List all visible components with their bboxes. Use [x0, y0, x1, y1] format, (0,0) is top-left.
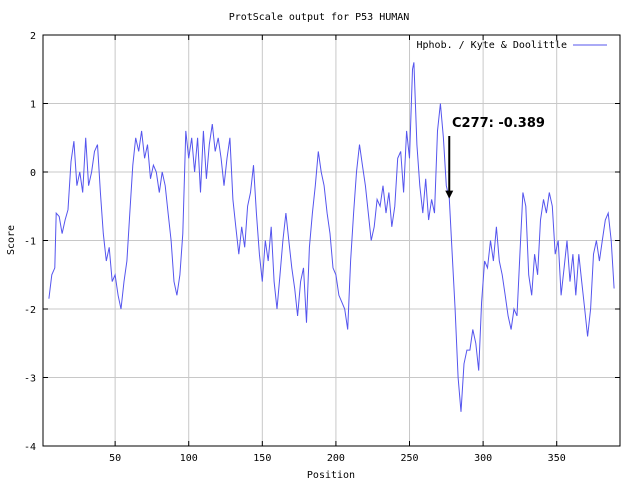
- chart-title: ProtScale output for P53 HUMAN: [229, 12, 410, 23]
- y-tick-label: 1: [30, 100, 36, 111]
- x-tick-label: 350: [548, 453, 566, 464]
- annotation-label: C277: -0.389: [452, 116, 545, 131]
- series-layer: [48, 62, 615, 412]
- x-axis-label: Position: [307, 470, 355, 481]
- y-tick-label: -2: [24, 305, 36, 316]
- legend: Hphob. / Kyte & Doolittle: [416, 40, 607, 51]
- x-tick-label: 150: [253, 453, 271, 464]
- grid-lines: [43, 35, 620, 446]
- y-tick-label: 2: [30, 31, 36, 42]
- legend-label: Hphob. / Kyte & Doolittle: [416, 40, 567, 51]
- series-line: [48, 62, 615, 412]
- y-tick-label: -4: [24, 442, 36, 453]
- axes: 50 100 150 200 250 300 350 -4 -3 -2 -1 0 1 2: [24, 31, 621, 464]
- x-tick-label: 50: [109, 453, 121, 464]
- x-tick-label: 300: [474, 453, 492, 464]
- x-tick-label: 100: [180, 453, 198, 464]
- annotation-layer: C277: -0.389: [445, 116, 545, 199]
- y-axis-label: Score: [6, 225, 17, 255]
- x-tick-label: 200: [327, 453, 345, 464]
- y-tick-label: 0: [30, 168, 36, 179]
- x-tick-label: 250: [400, 453, 418, 464]
- annotation-arrow-head: [445, 190, 454, 199]
- y-tick-label: -1: [24, 237, 36, 248]
- y-tick-label: -3: [24, 374, 36, 385]
